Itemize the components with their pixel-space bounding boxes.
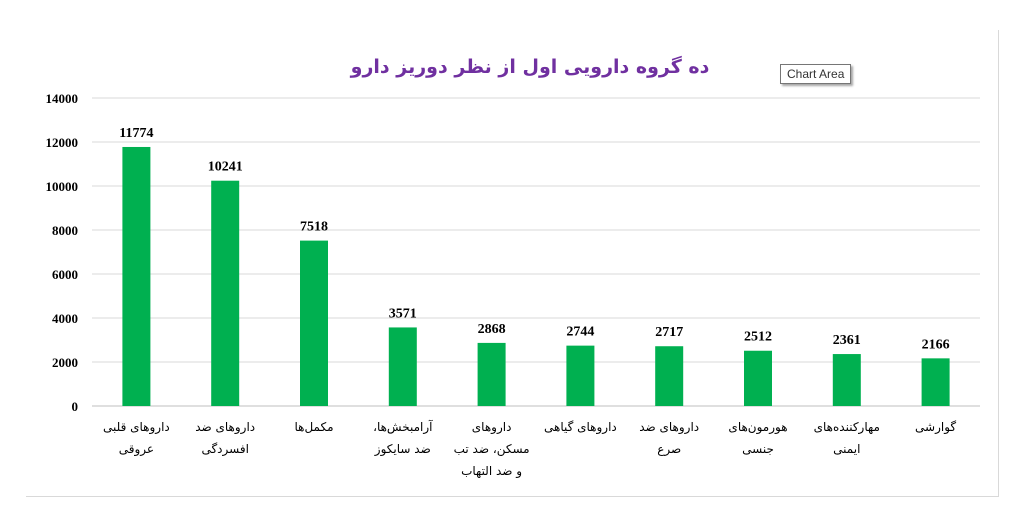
x-tick-label: مهارکننده‌های ایمنی xyxy=(795,416,899,460)
x-tick-label-line: هورمون‌های xyxy=(728,420,788,434)
x-tick-label-line: مکمل‌ها xyxy=(294,420,334,434)
x-tick-label-line: مهارکننده‌های xyxy=(813,420,880,434)
bar[interactable] xyxy=(211,180,240,406)
x-tick-label: داروهای ضد افسردگی xyxy=(173,416,277,460)
x-tick-label-line: جنسی xyxy=(742,442,774,456)
bar[interactable] xyxy=(477,342,506,406)
x-tick-label: داروهای مسکن، ضد تب و ضد التهاب xyxy=(440,416,544,482)
x-tick-label: مکمل‌ها xyxy=(262,416,366,438)
x-tick-label: داروهای گیاهی xyxy=(528,416,632,438)
chart-area-frame xyxy=(26,30,999,497)
x-tick-label-line: صرع xyxy=(657,442,682,456)
x-tick-label-line: و ضد التهاب xyxy=(461,464,523,478)
x-tick-label-line: داروهای گیاهی xyxy=(544,420,617,434)
y-tick-label: 0 xyxy=(72,399,79,414)
x-tick-label-line: گوارشی xyxy=(915,420,957,434)
chart-title: ده گروه دارویی اول از نظر دوریز دارو xyxy=(350,56,710,78)
bar[interactable] xyxy=(566,345,595,406)
data-label: 7518 xyxy=(300,220,328,235)
x-tick-label-line: ایمنی xyxy=(833,442,861,456)
y-tick-label: 12000 xyxy=(46,135,79,150)
data-label: 2744 xyxy=(566,325,594,340)
data-label: 2166 xyxy=(922,337,950,352)
x-tick-label-line: افسردگی xyxy=(201,442,249,456)
data-label: 2868 xyxy=(478,322,506,337)
bar[interactable] xyxy=(921,358,950,406)
data-label: 3571 xyxy=(389,306,417,321)
y-tick-label: 8000 xyxy=(52,223,78,238)
x-tick-label: گوارشی xyxy=(884,416,988,438)
bar[interactable] xyxy=(655,346,684,406)
y-tick-label: 14000 xyxy=(46,91,79,106)
x-tick-label-line: داروهای قلبی xyxy=(102,420,170,434)
y-tick-label: 4000 xyxy=(52,311,78,326)
data-label: 2717 xyxy=(655,325,683,340)
data-label: 2361 xyxy=(833,333,861,348)
x-tick-label-line: داروهای ضد xyxy=(639,420,700,434)
x-tick-label: هورمون‌های جنسی xyxy=(706,416,810,460)
bar[interactable] xyxy=(122,146,151,407)
x-tick-label-line: داروهای ضد xyxy=(195,420,256,434)
bar[interactable] xyxy=(744,350,772,406)
x-tick-label-line: داروهای xyxy=(471,420,512,434)
bar[interactable] xyxy=(300,240,328,406)
y-tick-label: 6000 xyxy=(52,267,78,282)
x-tick-label-line: ضد سایکوز xyxy=(374,442,431,456)
bar[interactable] xyxy=(388,327,417,406)
x-tick-label-line: عروقی xyxy=(118,442,155,456)
x-tick-label-line: آرامبخش‌ها، xyxy=(373,420,433,434)
x-tick-label: داروهای قلبی عروقی xyxy=(84,416,188,460)
chart-area-tooltip: Chart Area xyxy=(780,64,852,84)
x-tick-label-line: مسکن، ضد تب xyxy=(453,442,530,456)
y-tick-label: 2000 xyxy=(52,355,78,370)
data-label: 2512 xyxy=(744,330,772,345)
x-tick-label: داروهای ضد صرع xyxy=(617,416,721,460)
x-tick-label: آرامبخش‌ها، ضد سایکوز xyxy=(351,416,455,460)
data-label: 10241 xyxy=(208,160,243,175)
data-label: 11774 xyxy=(119,126,153,141)
y-tick-label: 10000 xyxy=(46,179,79,194)
bar[interactable] xyxy=(832,354,861,406)
